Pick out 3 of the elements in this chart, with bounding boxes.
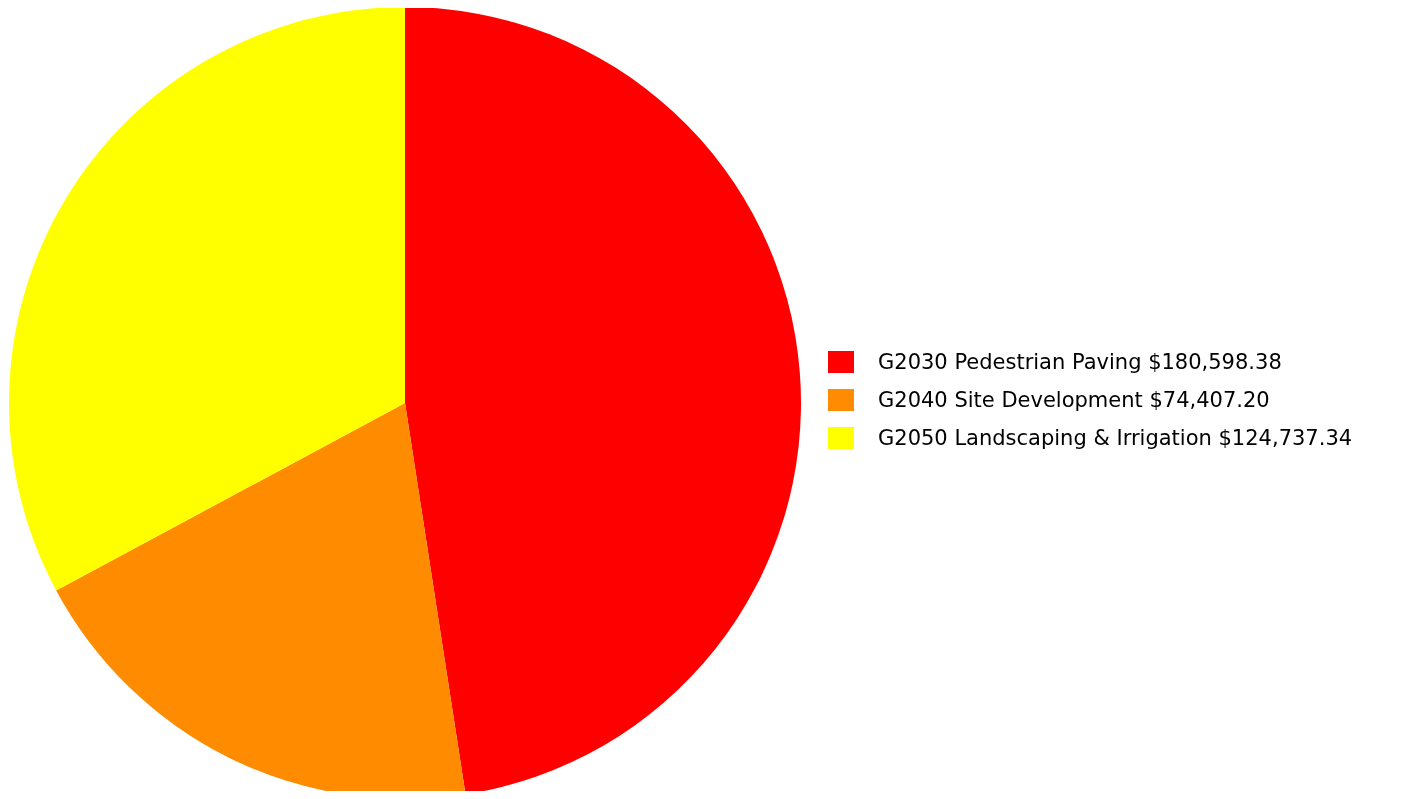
legend-label: G2050 Landscaping & Irrigation $124,737.34 (878, 425, 1353, 450)
legend-label: G2030 Pedestrian Paving $180,598.38 (878, 349, 1282, 374)
legend-label: G2040 Site Development $74,407.20 (878, 387, 1270, 412)
